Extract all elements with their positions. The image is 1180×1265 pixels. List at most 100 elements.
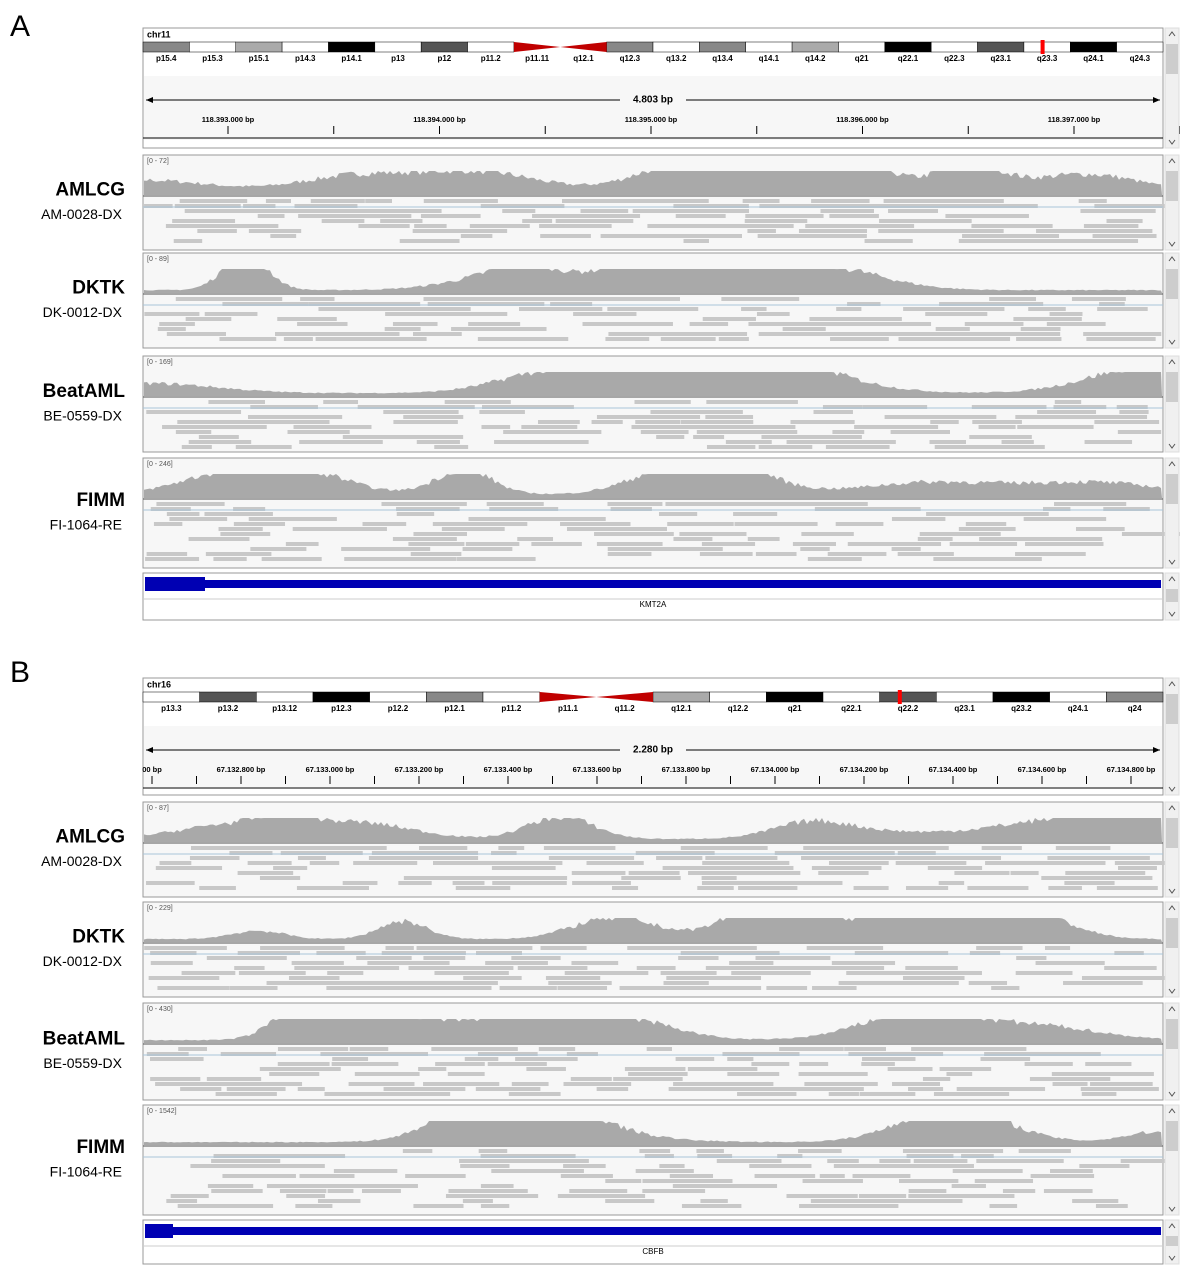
read: [1111, 332, 1161, 336]
scroll-thumb[interactable]: [1166, 171, 1178, 201]
read: [362, 522, 406, 526]
read: [297, 322, 347, 326]
read: [368, 861, 418, 865]
read: [340, 966, 383, 970]
read: [758, 522, 817, 526]
read: [1121, 876, 1152, 880]
read: [868, 846, 932, 850]
read: [1035, 425, 1094, 429]
region-marker: [898, 690, 902, 704]
read: [234, 522, 285, 526]
scroll-thumb[interactable]: [1166, 589, 1178, 602]
cohort-label: DKTK: [72, 278, 125, 299]
read: [829, 1092, 859, 1096]
band: [607, 42, 653, 52]
read: [503, 430, 540, 434]
read: [1021, 327, 1061, 331]
cohort-label: AMLCG: [55, 827, 125, 848]
scrollbar[interactable]: [1165, 902, 1179, 997]
read: [463, 547, 513, 551]
read: [895, 981, 921, 985]
band-label: q14.2: [805, 54, 826, 63]
read: [990, 1204, 1018, 1208]
read: [706, 966, 764, 970]
scrollbar[interactable]: [1165, 356, 1179, 452]
read: [969, 435, 1032, 439]
read: [947, 199, 990, 203]
read: [492, 297, 526, 301]
read: [838, 337, 883, 341]
band-label: p11.1: [558, 704, 579, 713]
sample-label: BE-0559-DX: [43, 408, 122, 424]
read: [328, 1189, 354, 1193]
read: [199, 435, 239, 439]
read: [465, 1057, 499, 1061]
read: [558, 1194, 597, 1198]
read: [966, 522, 1006, 526]
band: [766, 692, 823, 702]
read: [681, 420, 706, 424]
read: [591, 971, 649, 975]
read: [395, 1072, 420, 1076]
scrollbar[interactable]: [1165, 155, 1179, 250]
band-label: q21: [788, 704, 802, 713]
read: [743, 199, 780, 203]
read: [320, 209, 367, 213]
scrollbar[interactable]: [1165, 1003, 1179, 1100]
read: [605, 1179, 641, 1183]
read: [544, 846, 607, 850]
read: [828, 199, 869, 203]
scroll-thumb[interactable]: [1166, 1121, 1178, 1151]
read: [706, 1067, 756, 1071]
scroll-thumb[interactable]: [1166, 474, 1178, 504]
ruler-tick-label: 67.133.800 bp: [662, 765, 711, 774]
ruler-tick-label: 118.393.000 bp: [202, 115, 255, 124]
read: [433, 861, 478, 865]
scroll-thumb[interactable]: [1166, 269, 1178, 299]
read: [260, 1067, 307, 1071]
read: [766, 986, 807, 990]
read: [485, 322, 517, 326]
read: [756, 1174, 813, 1178]
read: [581, 209, 612, 213]
read: [356, 956, 395, 960]
cohort-label: FIMM: [76, 1137, 125, 1158]
gene-body: [145, 1227, 1161, 1235]
read: [700, 552, 753, 556]
scroll-thumb[interactable]: [1166, 694, 1178, 724]
scroll-thumb[interactable]: [1166, 918, 1178, 948]
read: [915, 307, 962, 311]
read: [964, 1194, 1014, 1198]
band-label: q23.1: [990, 54, 1011, 63]
read: [684, 239, 709, 243]
read: [726, 440, 772, 444]
read: [766, 445, 805, 449]
scroll-thumb[interactable]: [1166, 44, 1178, 74]
read: [706, 400, 765, 404]
read: [656, 856, 702, 860]
scrollbar[interactable]: [1165, 802, 1179, 897]
read: [190, 856, 240, 860]
gene-body: [145, 580, 1161, 588]
read: [207, 956, 265, 960]
scroll-thumb[interactable]: [1166, 818, 1178, 848]
read: [497, 1159, 553, 1163]
read: [972, 420, 1022, 424]
band-label: q12.1: [671, 704, 692, 713]
band-label: q12.2: [728, 704, 749, 713]
scrollbar[interactable]: [1165, 253, 1179, 348]
read: [419, 846, 467, 850]
read: [641, 420, 680, 424]
band: [313, 692, 370, 702]
band-label: p15.4: [156, 54, 177, 63]
read: [863, 322, 920, 326]
scroll-thumb[interactable]: [1166, 1019, 1178, 1049]
read: [234, 532, 271, 536]
read: [269, 1072, 319, 1076]
band-label: p11.11: [525, 54, 550, 63]
scroll-thumb[interactable]: [1166, 1236, 1178, 1246]
band-label: q12.1: [573, 54, 594, 63]
read: [199, 886, 236, 890]
read: [468, 517, 532, 521]
scroll-thumb[interactable]: [1166, 372, 1178, 402]
